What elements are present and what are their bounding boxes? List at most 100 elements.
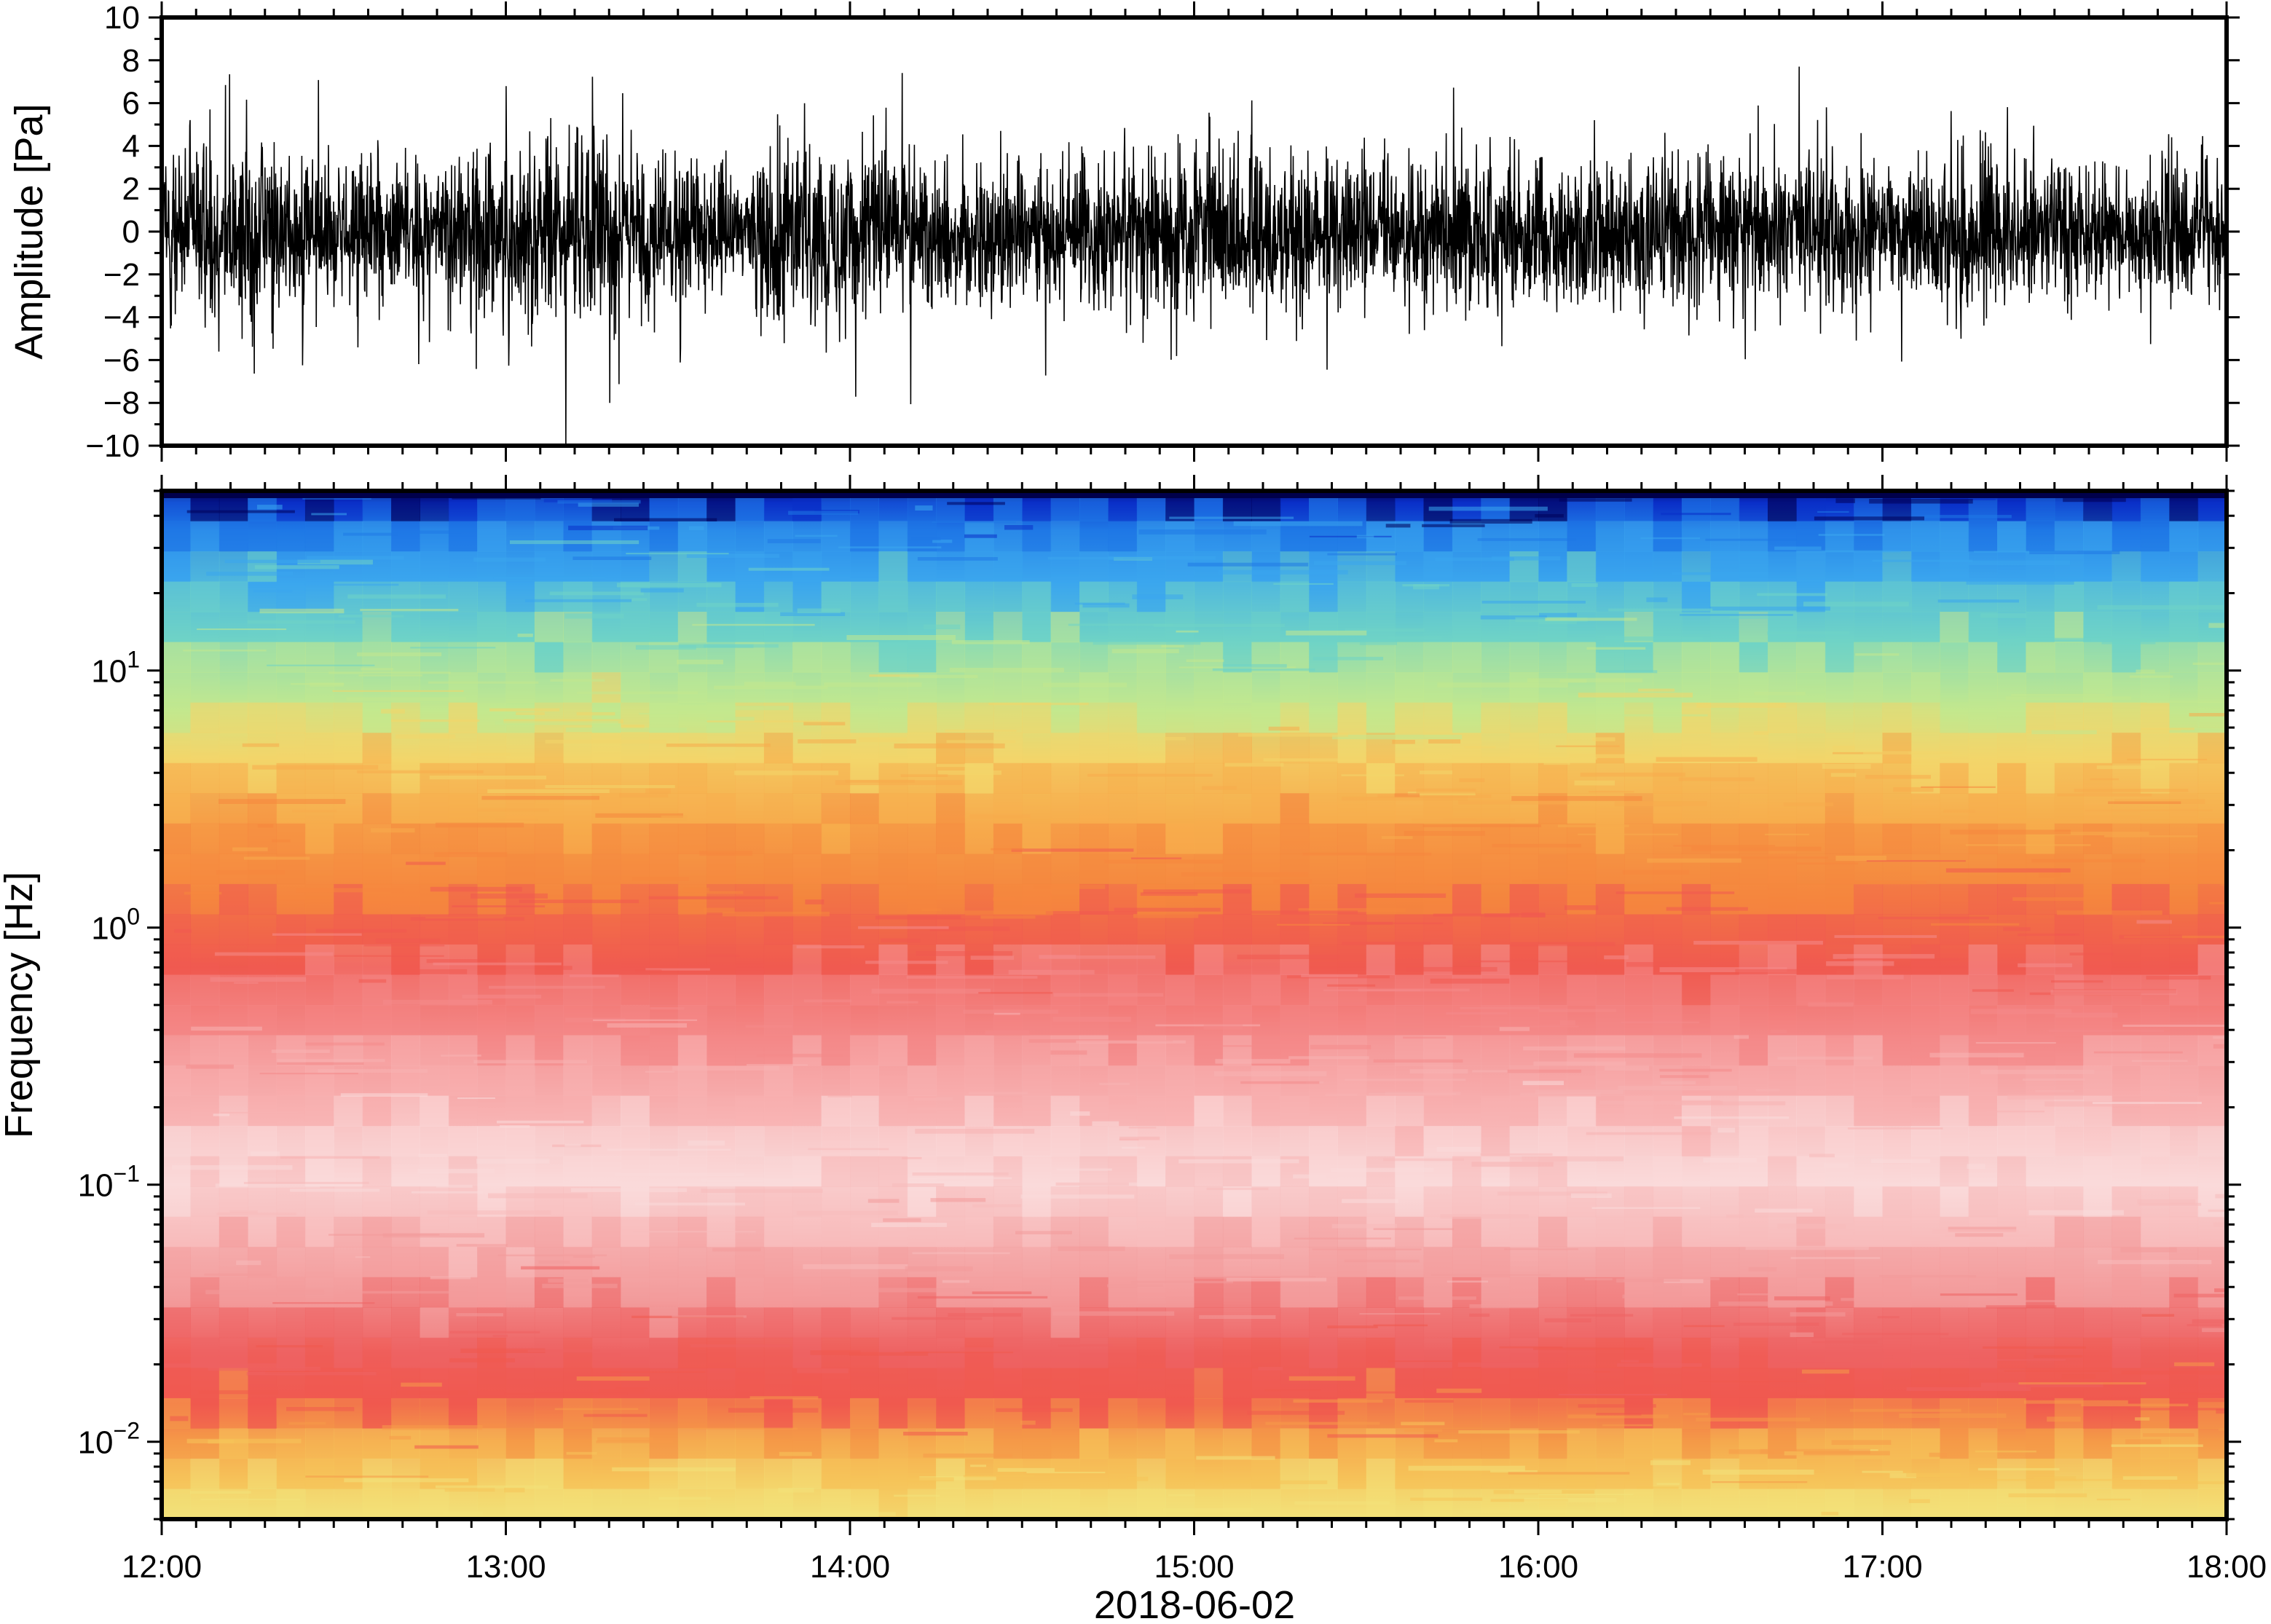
spectrogram-streak bbox=[849, 1352, 929, 1356]
spectrogram-cell bbox=[2083, 551, 2113, 583]
spectrogram-cell bbox=[1854, 974, 1884, 1006]
spectrogram-cell bbox=[1739, 1005, 1768, 1036]
spectrogram-cell bbox=[1079, 1277, 1109, 1308]
spectrogram-cell bbox=[1481, 762, 1511, 794]
spectrogram-cell bbox=[2054, 823, 2084, 854]
spectrogram-streak bbox=[1567, 1414, 1669, 1419]
spectrogram-streak bbox=[1273, 879, 1312, 885]
spectrogram-streak bbox=[2132, 1060, 2188, 1062]
spectrogram-cell bbox=[591, 642, 621, 673]
spectrogram-streak bbox=[462, 994, 542, 999]
spectrogram-streak bbox=[272, 839, 291, 843]
spectrogram-cell bbox=[1222, 1005, 1252, 1036]
spectrogram-cell bbox=[1108, 1368, 1138, 1399]
spectrogram-streak bbox=[1327, 1434, 1438, 1438]
spectrogram-cell bbox=[936, 1065, 966, 1097]
spectrogram-cell bbox=[2026, 793, 2055, 824]
spectrogram-cell bbox=[1022, 1428, 1052, 1459]
spectrogram-cell bbox=[1595, 1368, 1625, 1399]
spectrogram-streak bbox=[242, 743, 280, 747]
spectrogram-cell bbox=[677, 1156, 707, 1187]
spectrogram-cell bbox=[1653, 1489, 1682, 1519]
spectrogram-streak bbox=[878, 1288, 982, 1293]
spectrogram-cell bbox=[1165, 1398, 1195, 1429]
spectrogram-streak bbox=[1474, 757, 1597, 760]
spectrogram-cell bbox=[821, 1247, 851, 1278]
spectrogram-cell bbox=[763, 1458, 793, 1489]
spectrogram-cell bbox=[792, 1095, 822, 1127]
spectrogram-streak bbox=[932, 540, 953, 543]
spectrogram-streak bbox=[1039, 955, 1156, 959]
spectrogram-cell bbox=[1968, 914, 1998, 945]
spectrogram-cell bbox=[1940, 733, 1969, 764]
spectrogram-cell bbox=[2111, 1126, 2141, 1157]
spectrogram-streak bbox=[1499, 1026, 1530, 1031]
spectrogram-cell bbox=[621, 672, 650, 703]
spectrogram-cell bbox=[1050, 672, 1080, 703]
spectrogram-cell bbox=[362, 1337, 392, 1368]
spectrogram-cell bbox=[1136, 1156, 1166, 1187]
spectrogram-streak bbox=[1696, 703, 1787, 708]
spectrogram-streak bbox=[1212, 668, 1315, 671]
spectrogram-cell bbox=[878, 642, 908, 673]
spectrogram-cell bbox=[993, 642, 1023, 673]
spectrogram-cell bbox=[1854, 581, 1884, 612]
spectrogram-cell bbox=[477, 823, 507, 854]
spectrogram-streak bbox=[1702, 1470, 1814, 1475]
spectrogram-streak bbox=[1523, 1046, 1626, 1051]
spectrogram-cell bbox=[1452, 612, 1481, 643]
spectrogram-streak bbox=[1570, 1314, 1634, 1317]
spectrogram-streak bbox=[1047, 556, 1124, 560]
spectrogram-streak bbox=[2039, 872, 2061, 878]
spectrogram-streak bbox=[1570, 1193, 1612, 1198]
spectrogram-cell bbox=[1022, 672, 1052, 703]
spectrogram-cell bbox=[1940, 521, 1969, 552]
spectrogram-cell bbox=[1968, 1458, 1998, 1489]
spectrogram-streak bbox=[2081, 1403, 2189, 1407]
spectrogram-cell bbox=[1910, 1489, 1940, 1519]
spectrogram-cell bbox=[707, 612, 736, 643]
spectrogram-streak bbox=[1223, 663, 1287, 668]
spectrogram-cell bbox=[1309, 1005, 1338, 1036]
spectrogram-cell bbox=[878, 762, 908, 794]
spectrogram-cell bbox=[821, 1095, 851, 1127]
spectrogram-cell bbox=[362, 1398, 392, 1429]
spectrogram-streak bbox=[172, 1165, 293, 1170]
spectrogram-streak bbox=[186, 1064, 234, 1069]
spectrogram-streak bbox=[1471, 1162, 1554, 1167]
spectrogram-streak bbox=[690, 1344, 790, 1347]
spectrogram-streak bbox=[970, 1465, 986, 1467]
spectrogram-cell bbox=[878, 823, 908, 854]
spectrogram-cell bbox=[1395, 1307, 1425, 1339]
spectrogram-streak bbox=[1240, 1081, 1320, 1084]
spectrogram-streak bbox=[1020, 1194, 1135, 1199]
spectrogram-cell bbox=[1940, 1126, 1969, 1157]
spectrogram-cell bbox=[1079, 1065, 1109, 1097]
spectrogram-cell bbox=[763, 1065, 793, 1097]
spectrogram-streak bbox=[645, 788, 671, 794]
amplitude-tick-label: 2 bbox=[122, 171, 140, 207]
spectrogram-cell bbox=[1165, 612, 1195, 643]
spectrogram-cell bbox=[1854, 1216, 1884, 1247]
spectrogram-cell bbox=[1854, 1368, 1884, 1399]
spectrogram-cell bbox=[248, 612, 278, 643]
spectrogram-cell bbox=[391, 1095, 420, 1127]
spectrogram-streak bbox=[363, 945, 445, 947]
spectrogram-streak bbox=[1908, 1499, 1930, 1503]
spectrogram-cell bbox=[2169, 793, 2199, 824]
spectrogram-cell bbox=[964, 854, 994, 885]
spectrogram-cell bbox=[1337, 1337, 1367, 1368]
spectrogram-streak bbox=[859, 737, 907, 743]
spectrogram-cell bbox=[162, 1398, 191, 1429]
spectrogram-cell bbox=[162, 1458, 191, 1489]
spectrogram-streak bbox=[2121, 1371, 2227, 1375]
spectrogram-cell bbox=[1624, 1216, 1654, 1247]
spectrogram-streak bbox=[1833, 954, 1935, 959]
spectrogram-cell bbox=[907, 1489, 937, 1519]
spectrogram-streak bbox=[803, 722, 846, 726]
spectrogram-cell bbox=[1481, 883, 1511, 915]
spectrogram-cell bbox=[1423, 1489, 1453, 1519]
spectrogram-cell bbox=[878, 944, 908, 975]
spectrogram-streak bbox=[1434, 1439, 1458, 1443]
spectrogram-streak bbox=[1460, 1025, 1579, 1028]
